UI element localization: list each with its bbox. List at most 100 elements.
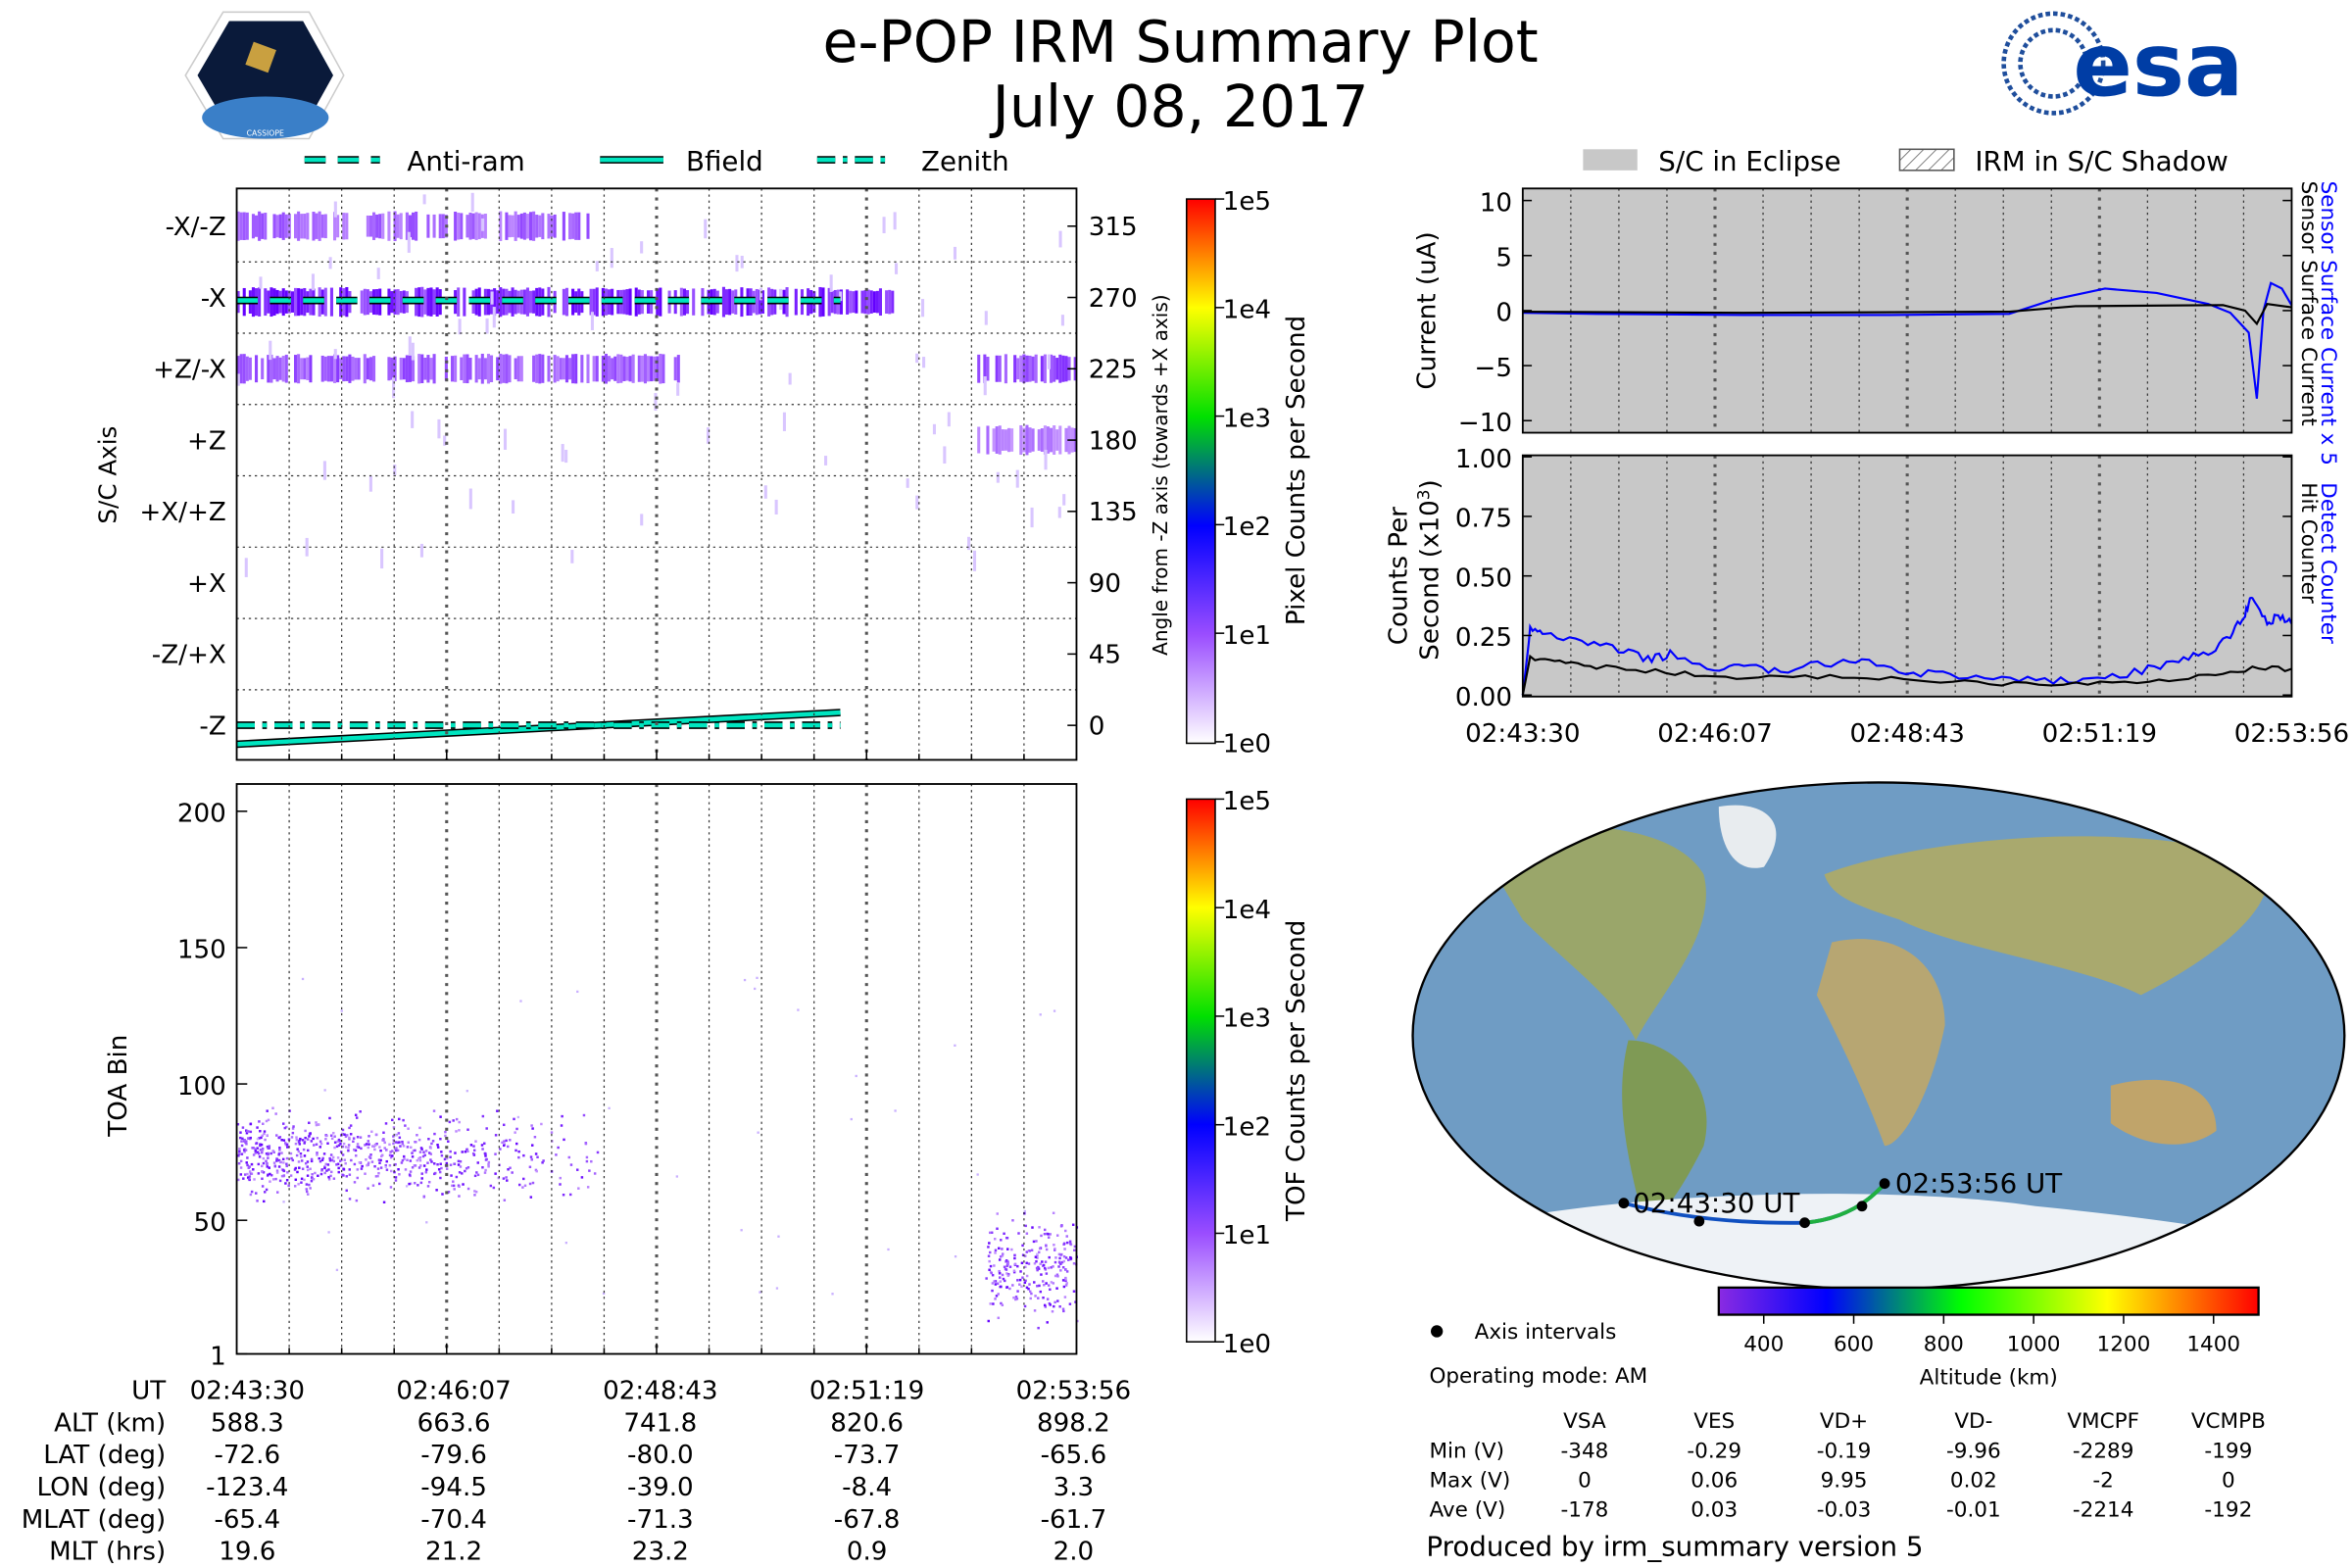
pixel-count-cell [380,548,384,569]
tof-count-point [991,1282,995,1285]
y-tick-label: 1.00 [1455,445,1512,474]
tof-count-point [1011,1219,1014,1222]
tof-scatter-panel: 200 150 100 50 1 TOA Bin [104,783,1079,1371]
tof-count-point [464,1169,466,1173]
toa-tick: 200 [177,800,226,829]
tof-count-point [1039,1013,1042,1016]
tof-count-point [257,1152,261,1155]
pixel-count-cell [586,354,590,383]
pixel-count-cell [535,354,539,383]
tof-count-point [448,1120,452,1124]
tof-count-point [390,1169,393,1173]
tof-count-point [1038,1284,1041,1288]
pixel-count-cell [972,550,977,571]
tof-count-point [509,1139,512,1142]
tof-count-point [533,1136,537,1139]
tof-count-point [412,1149,416,1152]
tof-count-point [522,1177,525,1181]
tof-count-point [248,1170,252,1173]
tof-count-point [306,1165,309,1168]
tof-count-point [484,1158,488,1161]
tof-count-point [439,1137,442,1141]
pixel-count-cell [947,412,951,427]
tof-count-point [239,1131,242,1134]
tof-count-point [356,1168,360,1171]
tof-count-point [260,1164,264,1168]
tof-count-point [307,1149,310,1152]
tof-count-point [304,1161,308,1165]
pixel-count-cell [342,356,346,382]
tof-count-point [287,1138,291,1141]
tof-count-point [355,1116,359,1119]
tof-count-point [337,1170,340,1174]
tof-count-point [1041,1280,1045,1283]
tof-count-point [373,1148,376,1152]
tof-count-point [238,1136,242,1140]
tof-count-point [404,1168,408,1171]
tof-count-point [414,1140,416,1144]
pixel-count-cell [992,428,996,452]
tof-count-point [1024,1265,1027,1269]
tof-count-point [285,1178,289,1182]
tof-count-point [1004,1236,1008,1240]
pixel-count-cell [522,212,526,240]
tof-count-point [345,1175,349,1178]
tof-count-point [993,1264,996,1267]
tof-count-point [417,1157,420,1160]
tof-count-point [563,1138,565,1142]
tof-count-point [451,1184,454,1188]
pixel-count-cell [496,290,500,315]
tof-count-point [757,1131,760,1134]
pixel-count-cell [574,212,578,240]
tof-count-point [238,1147,241,1151]
ephemeris-row-label: MLAT (deg) [22,1505,167,1535]
tof-count-point [283,1126,287,1130]
pixel-count-cell [562,358,565,380]
pixel-count-cell [311,273,316,291]
tof-count-point [391,1118,394,1122]
pixel-count-cell [516,356,520,382]
tof-count-point [487,1165,490,1168]
current-panel: 10 5 0 −5 −10 Current (uA) Sensor Surface Cu… [1413,181,2341,466]
axis-interval-point [1799,1217,1810,1229]
tof-count-point [382,1200,386,1204]
tof-count-point [999,1276,1002,1279]
pixel-count-cell [259,276,263,289]
tof-count-point [988,1242,991,1245]
tof-count-point [1059,1269,1062,1272]
tof-count-point [329,1174,332,1178]
toa-tick: 50 [194,1208,226,1238]
tof-count-point [466,1150,469,1153]
pixel-count-cell [333,349,337,360]
tof-count-point [397,1132,401,1135]
pixel-count-cell [366,215,369,237]
pixel-count-cell [553,214,557,238]
tof-count-point [1045,1245,1048,1248]
tof-count-point [245,1140,248,1143]
tof-count-point [300,1177,304,1181]
pixel-count-cell [855,290,858,314]
tof-count-point [432,1109,436,1112]
pixel-count-cell [996,471,1000,483]
tof-count-point [1040,1273,1043,1276]
pixel-count-cell [610,248,613,269]
tof-count-point [394,1162,397,1166]
pixel-count-cell [303,214,307,239]
tof-count-point [988,1268,991,1271]
pixel-count-cell [387,357,391,381]
tof-count-point [336,1140,340,1144]
hit-counter-line [1521,654,2292,696]
tof-count-point [309,1187,312,1190]
tof-count-point [1032,1240,1036,1244]
tof-count-point [242,1177,245,1180]
tof-count-point [436,1163,439,1166]
tof-count-point [1055,1234,1059,1237]
tof-count-point [271,1178,275,1181]
tof-count-point [473,1190,476,1193]
pixel-count-cell [589,288,593,316]
tof-count-point [458,1171,462,1174]
tof-count-point [542,1159,545,1162]
tof-count-point [398,1117,401,1121]
tof-count-point [1040,1234,1043,1238]
pixel-count-cell [278,357,282,380]
